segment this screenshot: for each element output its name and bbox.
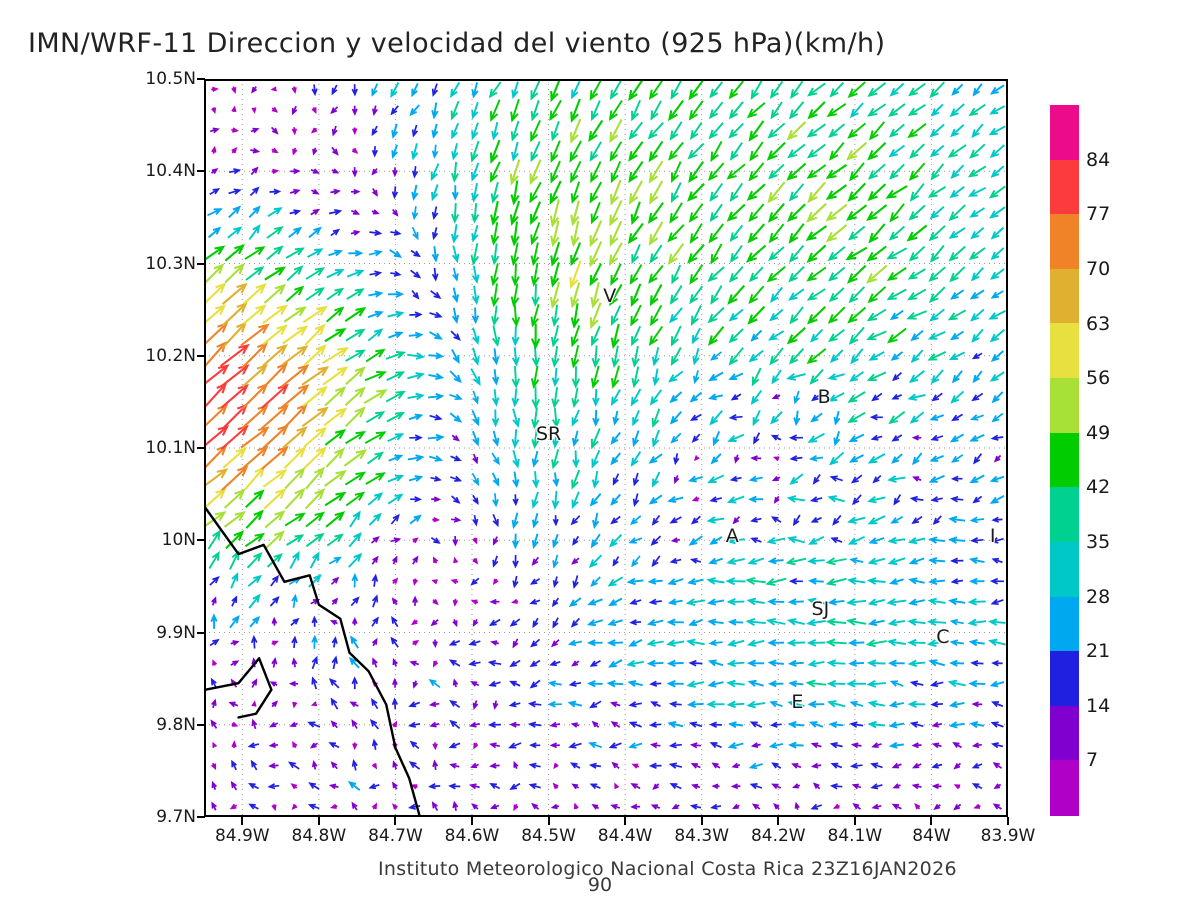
y-axis-tick-label: 10.2N	[145, 345, 196, 366]
y-axis-tick-label: 10N	[161, 530, 196, 551]
x-axis-tick-label: 84.5W	[521, 826, 576, 846]
city-label-a: A	[725, 524, 739, 547]
city-label-sr: SR	[535, 423, 562, 446]
footer-credit: Instituto Meteorologico Nacional Costa R…	[378, 858, 957, 880]
city-label-sj: SJ	[811, 598, 830, 621]
colorbar-tick-label: 21	[1086, 640, 1111, 663]
city-label-b: B	[817, 386, 831, 409]
y-axis-tick-label: 9.7N	[156, 807, 196, 827]
y-axis-tick-label: 10.5N	[145, 69, 196, 89]
x-axis-tick	[777, 817, 780, 825]
colorbar-tick-label: 84	[1086, 148, 1111, 171]
colorbar-band	[1050, 432, 1079, 488]
x-axis-tick	[930, 817, 933, 825]
colorbar-band	[1050, 105, 1079, 161]
colorbar-band	[1050, 214, 1079, 270]
colorbar-band	[1050, 596, 1079, 652]
colorbar-tick-label: 42	[1086, 476, 1111, 499]
colorbar-tick-label: 63	[1086, 312, 1111, 335]
y-axis-tick	[197, 354, 205, 357]
colorbar-band	[1050, 323, 1079, 379]
colorbar-tick-label: 14	[1086, 694, 1111, 717]
y-axis-tick	[197, 170, 205, 173]
y-axis-tick	[197, 262, 205, 265]
wind-vector-field	[204, 79, 1006, 812]
colorbar-tick-label: 49	[1086, 421, 1111, 444]
colorbar-tick-label: 70	[1086, 257, 1111, 280]
colorbar-tick-label: 56	[1086, 367, 1111, 390]
x-axis-tick-label: 84.4W	[597, 826, 653, 846]
x-axis-tick	[471, 817, 473, 825]
city-label-c: C	[936, 626, 950, 649]
y-axis-tick	[197, 631, 205, 634]
footer-page-number: 90	[587, 874, 613, 896]
city-label-layer: V SR B A I SJ C E	[204, 79, 1008, 817]
colorbar-band	[1050, 760, 1079, 816]
colorbar-band	[1050, 541, 1079, 598]
colorbar-band	[1050, 705, 1079, 761]
plot-area: V SR B A I SJ C E	[204, 79, 1008, 817]
x-axis-tick	[700, 817, 703, 825]
y-axis-tick-label: 10.1N	[145, 438, 196, 458]
y-axis-tick-label: 9.8N	[156, 714, 196, 735]
x-axis-tick	[547, 817, 550, 825]
x-axis-tick-label: 84.3W	[674, 826, 730, 846]
x-axis-tick-label: 84.6W	[444, 826, 500, 846]
colorbar-tick-label: 7	[1086, 749, 1099, 772]
y-axis-tick	[197, 78, 205, 80]
x-axis-tick-label: 84.8W	[291, 826, 347, 846]
colorbar-tick-label: 28	[1086, 585, 1111, 608]
colorbar	[1050, 105, 1079, 816]
x-axis-tick	[317, 817, 320, 825]
y-axis-tick	[197, 723, 205, 726]
colorbar-band	[1050, 268, 1079, 325]
colorbar-band	[1050, 651, 1079, 707]
x-axis-tick	[624, 817, 627, 825]
x-axis-tick-label: 84.2W	[750, 826, 806, 846]
colorbar-band	[1050, 487, 1079, 543]
colorbar-tick-label: 35	[1086, 530, 1111, 553]
x-axis-tick-label: 84.7W	[368, 826, 423, 846]
coastline	[204, 506, 422, 817]
colorbar-band	[1050, 378, 1079, 434]
x-axis-tick	[853, 817, 856, 825]
y-axis-tick	[197, 447, 205, 449]
city-label-i: I	[989, 524, 996, 547]
colorbar-band	[1050, 159, 1079, 215]
x-axis-tick	[394, 817, 397, 825]
x-axis-tick	[1007, 817, 1009, 825]
x-axis-tick	[241, 817, 244, 825]
city-label-e: E	[791, 690, 804, 713]
x-axis-tick-label: 83.9W	[980, 826, 1036, 846]
y-axis-tick-label: 10.4N	[145, 161, 196, 182]
x-axis-tick-label: 84W	[912, 826, 951, 846]
colorbar-tick-label: 77	[1086, 203, 1111, 226]
y-axis-tick-label: 9.9N	[156, 622, 196, 643]
y-axis-tick	[197, 816, 205, 818]
x-axis-tick-label: 84.1W	[827, 826, 883, 846]
y-axis-tick-label: 10.3N	[145, 253, 196, 274]
y-axis-tick	[197, 539, 205, 542]
city-label-v: V	[603, 284, 617, 307]
page-title: IMN/WRF-11 Direccion y velocidad del vie…	[28, 28, 886, 59]
x-axis-tick-label: 84.9W	[214, 826, 270, 846]
